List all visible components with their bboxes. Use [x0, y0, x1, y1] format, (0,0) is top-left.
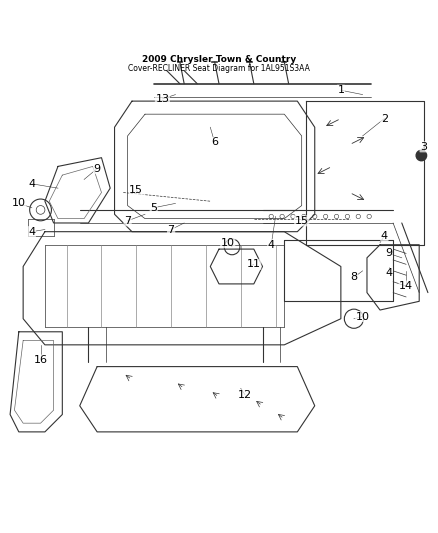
Text: 7: 7 — [124, 216, 131, 226]
Text: Cover-RECLINER Seat Diagram for 1AL951S3AA: Cover-RECLINER Seat Diagram for 1AL951S3… — [128, 64, 310, 73]
Text: 3: 3 — [420, 142, 427, 152]
Text: 11: 11 — [247, 260, 261, 269]
Text: 4: 4 — [28, 227, 35, 237]
Text: 15: 15 — [129, 185, 143, 195]
Text: 10: 10 — [12, 198, 26, 208]
Text: 9: 9 — [94, 164, 101, 174]
Text: 12: 12 — [238, 390, 252, 400]
Text: 16: 16 — [34, 355, 48, 365]
Text: 4: 4 — [28, 179, 35, 189]
Text: 9: 9 — [385, 248, 392, 259]
Text: 13: 13 — [155, 94, 170, 104]
Text: 6: 6 — [211, 138, 218, 148]
Text: 10: 10 — [356, 312, 370, 321]
Text: 4: 4 — [381, 231, 388, 241]
Text: 10: 10 — [221, 238, 235, 247]
Text: 14: 14 — [399, 281, 413, 291]
Text: 5: 5 — [150, 203, 157, 213]
Text: 8: 8 — [350, 272, 357, 282]
Text: 1: 1 — [337, 85, 344, 95]
Text: 2: 2 — [381, 114, 388, 124]
Text: 15: 15 — [295, 216, 309, 226]
Text: 7: 7 — [168, 224, 175, 235]
Text: 4: 4 — [385, 268, 392, 278]
Circle shape — [416, 150, 427, 161]
Text: 2009 Chrysler Town & Country: 2009 Chrysler Town & Country — [142, 55, 296, 64]
Text: 4: 4 — [268, 240, 275, 250]
